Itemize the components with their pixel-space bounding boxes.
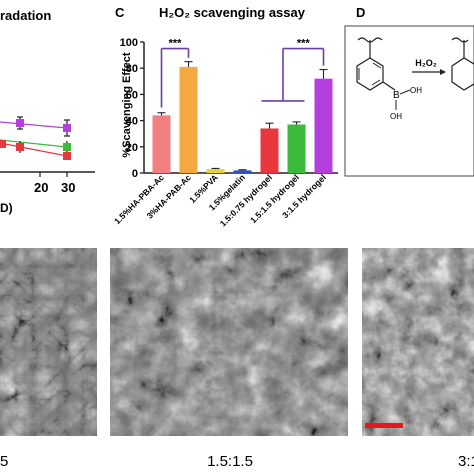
sem-right-texture xyxy=(362,248,474,436)
hydroxyl-label: OH xyxy=(410,86,422,95)
y-tick-label: 40 xyxy=(126,116,138,128)
y-tick-label: 60 xyxy=(126,89,138,101)
sem-label-right: 3:1 xyxy=(458,453,474,470)
double-bond xyxy=(371,79,381,86)
category-labels: 1.5%HA-PBA-Ac3%HA-PAB-Ac1.5%PVA1.5%gelat… xyxy=(112,172,328,228)
polymer-backbone-product xyxy=(451,37,469,43)
bar xyxy=(287,124,306,173)
significance-annotations: *** *** xyxy=(160,38,325,108)
bar xyxy=(233,170,252,173)
significance-label: *** xyxy=(297,38,311,50)
hydroxyl-label: OH xyxy=(390,112,402,121)
panel-d-scheme: D B OH OH H₂O₂ xyxy=(344,5,474,177)
panel-a-point-red xyxy=(63,152,71,160)
panel-a-point-red xyxy=(16,143,24,151)
panel-a-point-red xyxy=(0,140,6,148)
sem-left-texture xyxy=(0,248,97,436)
panel-a-point-green xyxy=(63,143,71,151)
category-label: 1.5:1.5 hydrogel xyxy=(248,172,301,225)
sem-image-left xyxy=(0,248,97,436)
significance-label: *** xyxy=(169,38,183,50)
bars-group xyxy=(152,61,333,173)
bar xyxy=(260,128,279,173)
double-bond xyxy=(372,62,382,69)
panel-a-point-purple xyxy=(16,119,24,127)
sem-image-right xyxy=(362,248,474,436)
panel-a-title-fragment: radation xyxy=(0,8,51,23)
y-tick-label: 80 xyxy=(126,63,138,75)
arrow-head xyxy=(440,69,446,75)
panel-a-series-line-red xyxy=(0,142,68,157)
panel-a-xlabel-fragment: D) xyxy=(0,201,13,215)
y-axis-ticks: 0 20 40 60 80 100 xyxy=(120,37,144,180)
bar xyxy=(314,78,333,173)
bond xyxy=(399,89,411,95)
panel-d-frame xyxy=(344,25,474,177)
y-axis-label: %Scavenging Effect xyxy=(121,52,133,157)
benzene-ring xyxy=(356,57,384,91)
boron-label: B xyxy=(393,90,400,101)
panel-a-tick-label: 20 xyxy=(34,180,48,195)
bar xyxy=(179,66,198,173)
y-tick-label: 100 xyxy=(120,37,138,49)
panel-a-point-purple xyxy=(63,124,71,132)
benzene-ring-product xyxy=(451,57,474,91)
bar xyxy=(206,169,225,173)
panel-a-tick-label: 30 xyxy=(61,180,75,195)
bar xyxy=(152,115,171,173)
scale-bar xyxy=(365,423,403,428)
panel-c-letter: C xyxy=(115,5,125,20)
reagent-label: H₂O₂ xyxy=(415,58,437,68)
y-tick-label: 20 xyxy=(126,142,138,154)
y-tick-label: 0 xyxy=(132,168,138,180)
panel-a-series-line-purple xyxy=(0,121,68,129)
sem-label-left: 5 xyxy=(0,453,8,470)
sem-label-center: 1.5:1.5 xyxy=(207,453,253,470)
panel-a-partial: radation 20 30 D) xyxy=(0,8,95,215)
panel-d-letter: D xyxy=(356,5,365,20)
chart-title: H₂O₂ scavenging assay xyxy=(159,5,306,20)
sem-image-center xyxy=(110,248,348,436)
panel-c-bar-chart: C H₂O₂ scavenging assay %Scavenging Effe… xyxy=(112,5,338,229)
panel-a-series-line-green xyxy=(0,139,68,148)
sem-center-texture xyxy=(110,248,348,436)
bond xyxy=(382,81,396,91)
